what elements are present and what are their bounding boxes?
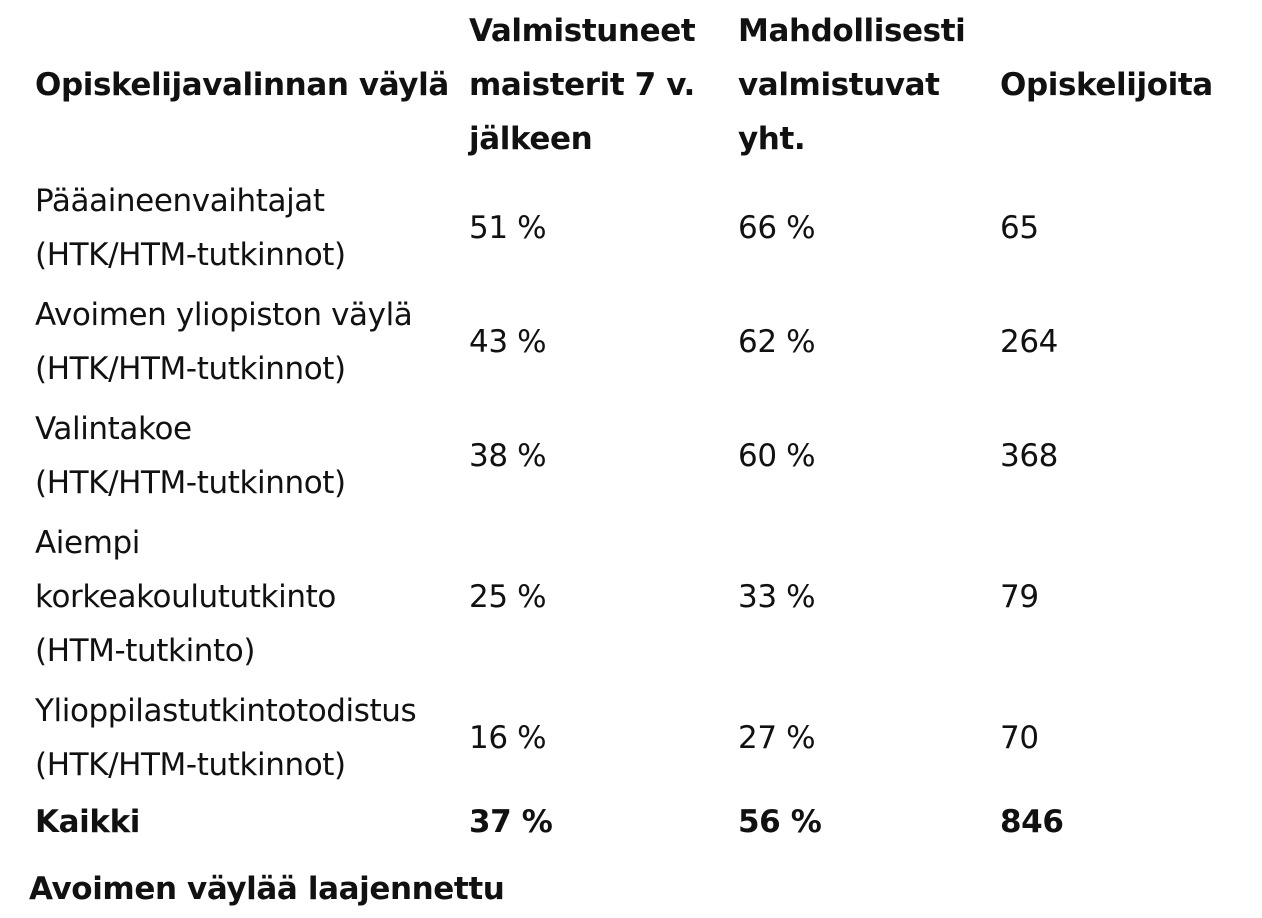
degree-note: (HTK/HTM-tutkinnot) [35,237,346,273]
possibly-graduating-cell: 66 % [738,210,816,246]
possibly-graduating-cell: 62 % [738,324,816,360]
admission-path-cell: Aiempi korkeakoulututkinto (HTM-tutkinto) [28,513,462,681]
table-header-row: Opiskelijavalinnan väylä Valmistuneet ma… [28,0,1233,171]
graduated-7y-cell: 16 % [469,720,547,756]
graduation-table: Opiskelijavalinnan väylä Valmistuneet ma… [28,0,1233,849]
admission-path-name: Pääaineenvaihtajat [35,183,325,219]
degree-note: (HTK/HTM-tutkinnot) [35,747,346,783]
admission-path-name: Aiempi [35,525,140,561]
graduated-7y-cell: 25 % [469,579,547,615]
possibly-graduating-cell: 27 % [738,720,816,756]
admission-path-name: Ylioppilastutkintotodistus [35,693,417,729]
admission-path-cell: Pääaineenvaihtajat (HTK/HTM-tutkinnot) [28,171,462,285]
table-total-row: Kaikki 37 % 56 % 846 [28,795,1233,849]
total-possibly-graduating: 56 % [738,804,822,840]
students-cell: 79 [1000,579,1039,615]
section-heading: Avoimen väylää laajennettu [29,871,505,907]
admission-path-name: Avoimen yliopiston väylä [35,297,413,333]
students-cell: 65 [1000,210,1039,246]
table-row: Avoimen yliopiston väylä (HTK/HTM-tutkinn… [28,285,1233,399]
total-students: 846 [1000,804,1064,840]
graduated-7y-cell: 38 % [469,438,547,474]
header-possibly-graduating: Mahdollisesti valmistuvat yht. [738,13,966,157]
header-admission-path: Opiskelijavalinnan väylä [35,67,449,103]
table-row: Pääaineenvaihtajat (HTK/HTM-tutkinnot) 51… [28,171,1233,285]
admission-path-name: Valintakoe [35,411,192,447]
graduated-7y-cell: 51 % [469,210,547,246]
possibly-graduating-cell: 33 % [738,579,816,615]
degree-note: (HTK/HTM-tutkinnot) [35,351,346,387]
admission-path-cell: Valintakoe (HTK/HTM-tutkinnot) [28,399,462,513]
table-row: Valintakoe (HTK/HTM-tutkinnot) 38 % 60 % … [28,399,1233,513]
students-cell: 264 [1000,324,1058,360]
students-cell: 70 [1000,720,1039,756]
graduated-7y-cell: 43 % [469,324,547,360]
degree-note: (HTK/HTM-tutkinnot) [35,465,346,501]
degree-note: (HTM-tutkinto) [35,633,256,669]
admission-path-cell: Ylioppilastutkintotodistus (HTK/HTM-tutki… [28,681,462,795]
students-cell: 368 [1000,438,1058,474]
total-graduated-7y: 37 % [469,804,553,840]
admission-path-name-cont: korkeakoulututkinto [35,579,336,615]
table-row: Ylioppilastutkintotodistus (HTK/HTM-tutki… [28,681,1233,795]
total-label: Kaikki [35,804,141,840]
admission-path-cell: Avoimen yliopiston väylä (HTK/HTM-tutkinn… [28,285,462,399]
header-graduated-7y: Valmistuneet maisterit 7 v. jälkeen [469,13,696,157]
header-students: Opiskelijoita [1000,67,1213,103]
possibly-graduating-cell: 60 % [738,438,816,474]
table-row: Aiempi korkeakoulututkinto (HTM-tutkinto) … [28,513,1233,681]
